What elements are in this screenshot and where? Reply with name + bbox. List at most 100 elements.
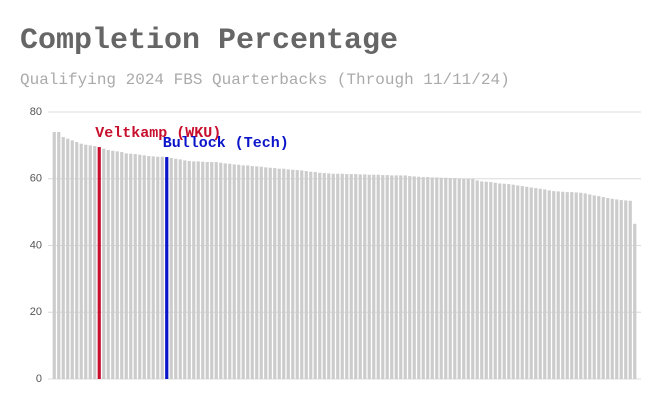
bar: [633, 223, 637, 379]
y-tick-label: 40: [30, 239, 42, 251]
chart-subtitle: Qualifying 2024 FBS Quarterbacks (Throug…: [20, 71, 510, 89]
bar: [367, 174, 371, 379]
bar: [138, 154, 142, 379]
bar: [453, 178, 457, 379]
bar: [133, 154, 137, 379]
bar: [516, 185, 520, 379]
bar: [426, 177, 430, 379]
bar: [84, 144, 88, 379]
bar: [255, 166, 259, 379]
bar: [345, 174, 349, 379]
bar: [295, 170, 299, 379]
bar: [381, 175, 385, 379]
bar: [282, 168, 286, 379]
bar: [525, 186, 529, 379]
bar: [313, 172, 317, 379]
bar: [628, 200, 632, 379]
bar: [142, 155, 146, 379]
bar: [511, 184, 515, 379]
bar: [250, 166, 254, 379]
bar: [66, 138, 70, 379]
bar: [439, 177, 443, 379]
bar: [610, 198, 614, 379]
bar: [448, 178, 452, 379]
bar: [241, 165, 245, 379]
bar: [498, 183, 502, 379]
bar: [493, 182, 497, 379]
bar: [214, 162, 218, 379]
bar: [268, 167, 272, 379]
bar: [538, 188, 542, 379]
bar: [205, 162, 209, 379]
bar: [156, 156, 160, 379]
bar: [309, 171, 313, 379]
bar: [318, 172, 322, 379]
bar: [210, 162, 214, 379]
bar: [462, 178, 466, 379]
bar: [592, 195, 596, 379]
bar: [385, 175, 389, 379]
bar: [201, 161, 205, 379]
bar: [219, 162, 223, 379]
bar: [151, 156, 155, 379]
bar: [579, 192, 583, 379]
bar: [277, 168, 281, 379]
bar: [223, 163, 227, 379]
bar: [340, 173, 344, 379]
bar: [178, 159, 182, 379]
bar: [543, 189, 547, 379]
bar: [183, 160, 187, 379]
bar: [471, 178, 475, 379]
bar: [502, 183, 506, 379]
bar: [394, 175, 398, 379]
bar: [115, 151, 119, 379]
bar: [552, 191, 556, 379]
bar: [412, 176, 416, 379]
bar: [106, 150, 110, 379]
bar: [430, 177, 434, 379]
bar: [435, 177, 439, 379]
bar: [534, 188, 538, 379]
bar: [327, 173, 331, 379]
y-tick-label: 80: [30, 106, 42, 118]
bar: [192, 161, 196, 379]
bar: [88, 145, 92, 379]
bar: [376, 174, 380, 379]
bar: [570, 192, 574, 379]
bar: [556, 191, 560, 379]
bar: [187, 161, 191, 379]
bar: [57, 132, 61, 379]
bar: [475, 180, 479, 379]
bar: [466, 178, 470, 379]
bar: [129, 153, 133, 379]
bar: [457, 178, 461, 379]
bar: [322, 173, 326, 379]
bar: [304, 171, 308, 379]
bar: [520, 186, 524, 379]
bar: [444, 177, 448, 379]
bar: [606, 198, 610, 379]
bar: [336, 173, 340, 379]
bar: [619, 200, 623, 379]
bar: [228, 163, 232, 379]
bar: [259, 166, 263, 379]
bar: [615, 199, 619, 379]
bar: [529, 187, 533, 379]
y-tick-label: 20: [30, 306, 42, 318]
bar: [196, 161, 200, 379]
bar: [574, 192, 578, 379]
bar: [291, 169, 295, 379]
bar: [169, 158, 173, 379]
bar: [246, 165, 250, 379]
bar: [300, 170, 304, 379]
bar: [124, 153, 128, 379]
bar: [588, 194, 592, 379]
bar: [372, 174, 376, 379]
bar: [102, 148, 106, 379]
bar: [61, 137, 65, 379]
bar: [583, 193, 587, 379]
bar: [93, 146, 97, 379]
bar: [273, 168, 277, 379]
bar: [97, 147, 101, 379]
